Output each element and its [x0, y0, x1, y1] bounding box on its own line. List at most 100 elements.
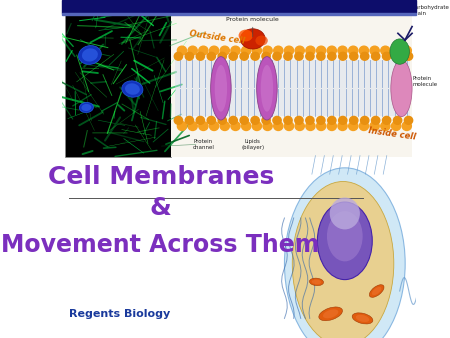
Ellipse shape: [238, 30, 253, 42]
Circle shape: [229, 116, 237, 124]
Text: &: &: [150, 196, 171, 220]
Ellipse shape: [319, 307, 342, 321]
Circle shape: [402, 46, 411, 55]
Ellipse shape: [391, 60, 412, 117]
Circle shape: [229, 52, 237, 60]
Circle shape: [338, 46, 347, 55]
Ellipse shape: [369, 285, 384, 297]
Circle shape: [284, 116, 292, 124]
Circle shape: [405, 116, 413, 124]
Circle shape: [306, 52, 314, 60]
Circle shape: [393, 52, 402, 60]
Circle shape: [306, 46, 315, 55]
Circle shape: [350, 116, 358, 124]
Circle shape: [316, 46, 326, 55]
Circle shape: [284, 122, 293, 130]
Circle shape: [240, 116, 248, 124]
Text: Carbohydrate
chain: Carbohydrate chain: [412, 5, 450, 16]
Circle shape: [360, 116, 369, 124]
Ellipse shape: [327, 211, 363, 261]
Ellipse shape: [372, 287, 382, 295]
Ellipse shape: [211, 57, 231, 120]
Circle shape: [220, 122, 230, 130]
Text: Protein molecule: Protein molecule: [226, 17, 279, 22]
Text: Regents Biology: Regents Biology: [69, 309, 170, 319]
Circle shape: [174, 116, 183, 124]
Ellipse shape: [292, 182, 394, 338]
Circle shape: [349, 46, 358, 55]
Circle shape: [252, 46, 261, 55]
Circle shape: [372, 116, 380, 124]
Circle shape: [218, 116, 226, 124]
Circle shape: [392, 46, 400, 55]
Ellipse shape: [312, 280, 321, 284]
Circle shape: [199, 46, 208, 55]
Circle shape: [185, 116, 193, 124]
Ellipse shape: [356, 315, 369, 322]
Circle shape: [317, 52, 325, 60]
Circle shape: [284, 46, 293, 55]
Circle shape: [370, 46, 379, 55]
Bar: [65, 15, 171, 157]
Circle shape: [273, 116, 281, 124]
Circle shape: [177, 46, 187, 55]
Circle shape: [262, 116, 270, 124]
Ellipse shape: [82, 48, 98, 62]
Ellipse shape: [215, 65, 227, 112]
Ellipse shape: [261, 65, 273, 112]
Ellipse shape: [310, 278, 324, 286]
Circle shape: [263, 46, 272, 55]
Ellipse shape: [352, 313, 373, 324]
Circle shape: [338, 122, 347, 130]
Circle shape: [306, 116, 314, 124]
Circle shape: [381, 122, 390, 130]
Text: Protein
channel: Protein channel: [192, 139, 214, 150]
Circle shape: [339, 116, 347, 124]
Circle shape: [382, 52, 391, 60]
Circle shape: [231, 122, 240, 130]
Circle shape: [327, 122, 337, 130]
Circle shape: [263, 122, 272, 130]
Circle shape: [360, 122, 369, 130]
Circle shape: [188, 46, 197, 55]
Bar: [175, 60, 410, 116]
Bar: [62, 0, 416, 13]
Circle shape: [316, 122, 326, 130]
Circle shape: [295, 122, 304, 130]
Ellipse shape: [79, 46, 101, 64]
Circle shape: [350, 52, 358, 60]
Circle shape: [199, 122, 208, 130]
Circle shape: [328, 52, 336, 60]
Circle shape: [370, 122, 379, 130]
Circle shape: [210, 46, 219, 55]
Circle shape: [242, 122, 251, 130]
Ellipse shape: [390, 39, 410, 64]
Circle shape: [196, 116, 204, 124]
Circle shape: [218, 52, 226, 60]
Circle shape: [349, 122, 358, 130]
Circle shape: [174, 52, 183, 60]
Circle shape: [327, 46, 337, 55]
Text: Cell Membranes: Cell Membranes: [48, 165, 274, 190]
Ellipse shape: [330, 197, 360, 230]
Circle shape: [295, 46, 304, 55]
Ellipse shape: [122, 81, 143, 97]
Text: Outside cell: Outside cell: [189, 29, 246, 46]
Circle shape: [210, 122, 219, 130]
Circle shape: [295, 116, 303, 124]
Circle shape: [402, 122, 411, 130]
Circle shape: [262, 52, 270, 60]
Circle shape: [328, 116, 336, 124]
Circle shape: [306, 122, 315, 130]
Ellipse shape: [317, 202, 372, 280]
Circle shape: [185, 52, 193, 60]
Circle shape: [274, 122, 283, 130]
Circle shape: [317, 116, 325, 124]
Circle shape: [393, 116, 402, 124]
Circle shape: [274, 46, 283, 55]
Circle shape: [405, 52, 413, 60]
Circle shape: [231, 46, 240, 55]
Circle shape: [251, 116, 259, 124]
Circle shape: [220, 46, 230, 55]
Circle shape: [196, 52, 204, 60]
